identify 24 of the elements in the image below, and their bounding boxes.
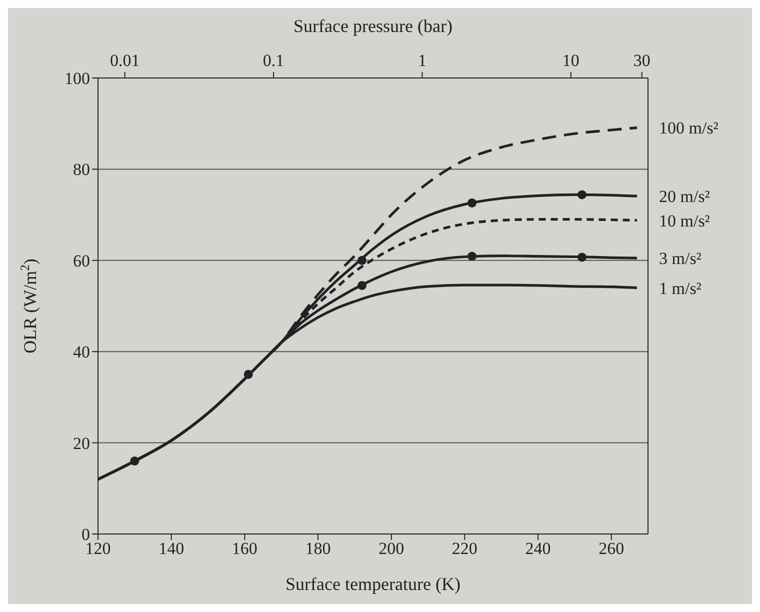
- x2-tick-label: 0.01: [110, 51, 140, 70]
- x-axis-title: Surface temperature (K): [286, 574, 460, 594]
- x-tick-label: 260: [598, 539, 624, 558]
- x-tick-label: 160: [232, 539, 258, 558]
- y-tick-label: 40: [73, 342, 90, 362]
- x-tick-label: 180: [305, 539, 331, 558]
- y-tick-label: 20: [73, 434, 90, 453]
- x-tick-label: 220: [452, 539, 478, 558]
- x-tick-label: 240: [525, 539, 551, 558]
- x2-tick-label: 30: [633, 51, 650, 70]
- x-tick-label: 140: [158, 539, 184, 558]
- x-tick-label: 200: [378, 539, 404, 558]
- x2-tick-label: 0.1: [262, 51, 284, 70]
- y-tick-label: 100: [64, 69, 90, 88]
- series-label: 100 m/s²: [659, 118, 718, 138]
- y-tick-label: 60: [73, 251, 90, 270]
- x2-tick-label: 10: [562, 51, 580, 70]
- x2-tick-label: 1: [418, 51, 426, 70]
- series-label: 1 m/s²: [659, 278, 702, 298]
- series-label: 20 m/s²: [659, 187, 710, 206]
- series-label: 3 m/s²: [659, 249, 702, 268]
- y-tick-label: 80: [73, 160, 90, 180]
- series-label: 10 m/s²: [659, 211, 710, 230]
- x2-axis-title: Surface pressure (bar): [294, 16, 452, 36]
